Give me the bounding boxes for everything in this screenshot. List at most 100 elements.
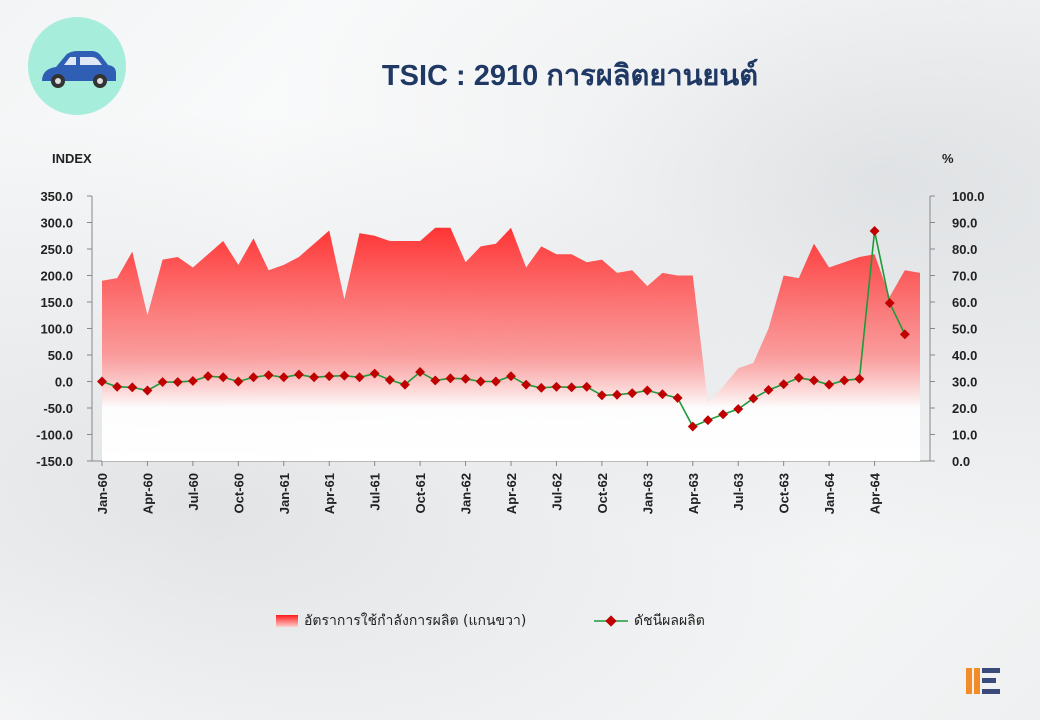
x-tick-label: Apr-61 [322, 473, 337, 514]
index-marker [127, 382, 138, 393]
index-marker [142, 385, 153, 396]
left-tick-label: 300.0 [40, 216, 73, 231]
legend-item-index: ดัชนีผลผลิต [594, 610, 705, 632]
right-tick-label: 30.0 [952, 375, 977, 390]
index-marker [793, 372, 804, 383]
index-marker [763, 385, 774, 395]
index-marker [293, 369, 304, 380]
index-marker [400, 379, 410, 390]
right-tick-label: 20.0 [952, 401, 977, 416]
index-marker [839, 375, 850, 386]
index-marker [187, 376, 198, 386]
index-marker [627, 388, 638, 399]
index-marker [612, 389, 622, 400]
x-tick-label: Oct-60 [231, 473, 246, 513]
legend-swatch-line [594, 615, 628, 627]
index-marker [354, 372, 365, 383]
index-marker [309, 372, 320, 383]
index-marker [551, 381, 562, 392]
car-logo-badge [28, 17, 126, 115]
legend: อัตราการใช้กำลังการผลิต (แกนขวา) ดัชนีผล… [276, 610, 746, 632]
left-tick-label: 0.0 [55, 375, 73, 390]
index-marker [642, 385, 653, 396]
x-tick-label: Jan-63 [640, 473, 655, 514]
index-marker [702, 415, 713, 426]
index-marker [778, 379, 789, 390]
right-tick-label: 40.0 [952, 348, 977, 363]
index-marker [657, 389, 668, 400]
index-marker [884, 298, 895, 309]
index-marker [384, 374, 395, 385]
x-tick-label: Jul-61 [368, 473, 383, 511]
index-marker [536, 382, 547, 393]
index-marker [233, 376, 244, 387]
x-tick-label: Apr-62 [504, 473, 519, 514]
right-tick-label: 60.0 [952, 295, 977, 310]
index-marker [475, 376, 486, 387]
index-marker [415, 367, 426, 377]
x-tick-label: Jul-62 [549, 473, 564, 511]
x-tick-label: Jul-63 [731, 473, 746, 511]
left-axis-title: INDEX [52, 151, 92, 166]
x-tick-label: Jan-64 [822, 472, 837, 514]
index-marker [718, 409, 729, 420]
index-marker [824, 379, 835, 390]
x-tick-label: Jan-60 [95, 473, 110, 514]
x-tick-label: Jan-62 [459, 473, 474, 514]
right-tick-label: 50.0 [952, 322, 977, 337]
left-tick-label: 350.0 [40, 189, 73, 204]
left-tick-label: 250.0 [40, 242, 73, 257]
chart-title: TSIC : 2910 การผลิตยานยนต์ [381, 60, 759, 92]
left-tick-label: 100.0 [40, 322, 73, 337]
x-tick-label: Apr-64 [868, 472, 883, 514]
right-axis-title: % [942, 151, 954, 166]
index-marker [521, 379, 532, 390]
right-tick-label: 70.0 [952, 269, 977, 284]
x-tick-label: Oct-63 [777, 473, 792, 513]
left-tick-label: 150.0 [40, 295, 73, 310]
index-marker [899, 329, 910, 340]
left-tick-label: 50.0 [48, 348, 73, 363]
index-marker [490, 376, 501, 387]
index-marker [248, 372, 259, 383]
legend-item-capacity: อัตราการใช้กำลังการผลิต (แกนขวา) [276, 610, 526, 632]
right-tick-label: 0.0 [952, 454, 970, 469]
right-tick-label: 80.0 [952, 242, 977, 257]
index-marker [218, 372, 229, 383]
left-tick-label: -50.0 [43, 401, 73, 416]
x-tick-label: Apr-60 [140, 473, 155, 514]
index-marker [506, 371, 516, 382]
oie-logo [966, 668, 1000, 694]
index-marker [869, 226, 880, 236]
index-marker [748, 393, 759, 404]
x-tick-label: Jan-61 [277, 473, 292, 514]
index-marker [430, 375, 441, 386]
index-marker [596, 390, 607, 401]
x-tick-label: Apr-63 [686, 473, 701, 514]
left-tick-label: 200.0 [40, 269, 73, 284]
index-marker [369, 368, 380, 379]
capacity-area [102, 227, 920, 461]
index-marker [203, 371, 213, 382]
index-marker [733, 404, 744, 415]
index-marker [324, 371, 335, 382]
right-tick-label: 90.0 [952, 216, 977, 231]
legend-label-capacity: อัตราการใช้กำลังการผลิต (แกนขวา) [304, 613, 527, 629]
right-tick-label: 100.0 [952, 189, 985, 204]
x-tick-label: Jul-60 [186, 473, 201, 511]
left-tick-label: -150.0 [36, 454, 73, 469]
left-tick-label: -100.0 [36, 428, 73, 443]
index-marker [445, 373, 456, 384]
index-marker [566, 382, 577, 393]
x-tick-label: Oct-62 [595, 473, 610, 513]
right-tick-label: 10.0 [952, 428, 977, 443]
index-marker [460, 373, 471, 384]
index-marker [278, 372, 289, 383]
car-icon [42, 51, 116, 88]
index-marker [172, 377, 183, 387]
index-marker [157, 377, 168, 387]
index-marker [809, 375, 819, 386]
index-marker [581, 381, 592, 392]
legend-swatch-area [276, 615, 298, 627]
